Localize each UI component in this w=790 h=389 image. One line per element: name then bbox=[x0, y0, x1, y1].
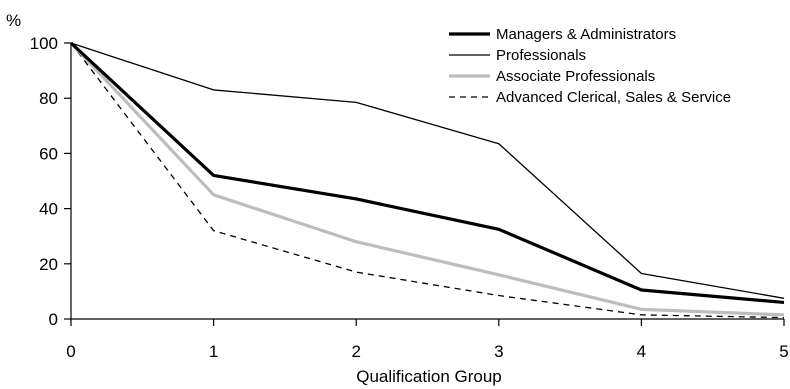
y-tick-label: 100 bbox=[30, 34, 58, 53]
legend: Managers & Administrators Professionals As… bbox=[449, 26, 731, 106]
y-axis-ticks: 0 20 40 60 80 100 bbox=[30, 34, 71, 329]
x-axis-title: Qualification Group bbox=[356, 367, 502, 386]
legend-label: Managers & Administrators bbox=[496, 26, 676, 43]
x-tick-label: 1 bbox=[209, 342, 218, 361]
x-tick-label: 3 bbox=[494, 342, 503, 361]
axes bbox=[70, 43, 784, 320]
series-line-3 bbox=[69, 41, 785, 317]
legend-label: Professionals bbox=[496, 47, 586, 64]
legend-label: Associate Professionals bbox=[496, 68, 655, 85]
y-tick-label: 0 bbox=[49, 310, 58, 329]
series-line-1 bbox=[69, 41, 785, 305]
y-tick-label: 60 bbox=[39, 144, 58, 163]
y-tick-label: 80 bbox=[39, 89, 58, 108]
y-tick-label: 20 bbox=[39, 255, 58, 274]
series-line-2 bbox=[70, 42, 785, 299]
x-tick-label: 5 bbox=[779, 342, 788, 361]
x-axis-ticks: 0 1 2 3 4 5 bbox=[66, 319, 789, 361]
series-line-4 bbox=[70, 42, 785, 319]
legend-label: Advanced Clerical, Sales & Service bbox=[496, 89, 731, 106]
x-tick-label: 0 bbox=[66, 342, 75, 361]
y-tick-label: 40 bbox=[39, 200, 58, 219]
y-axis-title: % bbox=[6, 11, 21, 30]
series-lines bbox=[69, 41, 785, 319]
x-tick-label: 2 bbox=[351, 342, 360, 361]
x-tick-label: 4 bbox=[637, 342, 646, 361]
